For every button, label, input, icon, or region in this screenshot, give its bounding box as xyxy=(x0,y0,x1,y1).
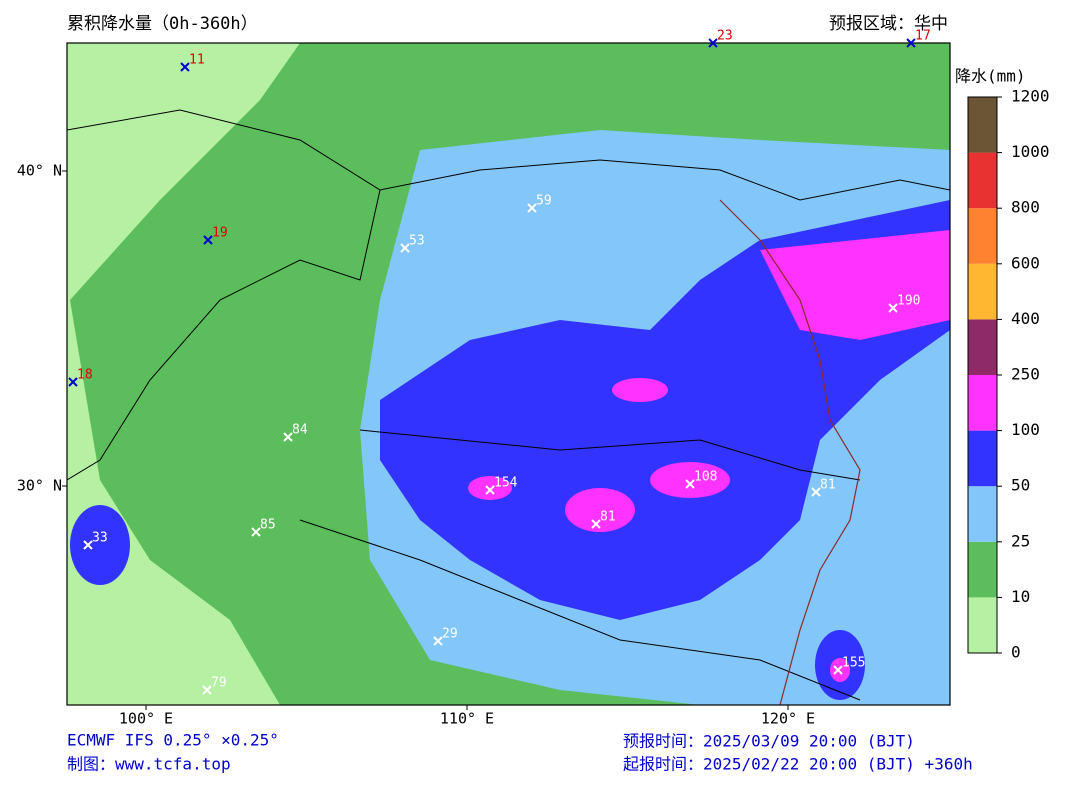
lat-label: 30° N xyxy=(17,477,62,495)
station-marker xyxy=(180,62,190,72)
colorbar-tick-label: 400 xyxy=(1011,309,1040,328)
colorbar-segment xyxy=(968,486,997,542)
lon-label: 100° E xyxy=(119,710,173,728)
colorbar-segment xyxy=(968,597,997,653)
colorbar-segment xyxy=(968,430,997,487)
station-marker xyxy=(906,38,916,48)
station-label: 33 xyxy=(92,531,108,546)
station-marker xyxy=(811,487,821,497)
station-label: 11 xyxy=(189,53,205,68)
station-marker xyxy=(203,235,213,245)
lon-label: 120° E xyxy=(761,710,815,728)
station-marker xyxy=(83,540,93,550)
station-marker xyxy=(527,203,537,213)
station-marker xyxy=(251,527,261,537)
station-marker xyxy=(888,303,898,313)
station-marker xyxy=(685,479,695,489)
map-frame xyxy=(66,42,951,706)
station-label: 190 xyxy=(897,294,920,309)
colorbar-label: 降水(mm) xyxy=(955,67,1026,86)
colorbar-tick-label: 100 xyxy=(1011,420,1040,439)
colorbar-tick-label: 10 xyxy=(1011,587,1030,606)
station-marker xyxy=(400,243,410,253)
station-label: 85 xyxy=(260,518,276,533)
station-label: 23 xyxy=(717,29,733,44)
station-marker xyxy=(202,685,212,695)
colorbar-tick-label: 0 xyxy=(1011,643,1021,662)
station-marker xyxy=(485,485,495,495)
lon-label: 110° E xyxy=(440,710,494,728)
colorbar-segment xyxy=(968,375,997,431)
colorbar-segment xyxy=(968,263,997,320)
init-time: 起报时间：2025/02/22 20:00 (BJT) +360h xyxy=(623,755,973,774)
colorbar-segment xyxy=(968,541,997,598)
station-label: 29 xyxy=(442,627,458,642)
colorbar-segment xyxy=(968,319,997,375)
colorbar-tick-label: 50 xyxy=(1011,476,1030,495)
colorbar-segment xyxy=(968,208,997,264)
station-label: 59 xyxy=(536,194,552,209)
colorbar-tick-label: 1200 xyxy=(1011,87,1050,106)
station-marker xyxy=(68,377,78,387)
precip-field xyxy=(67,43,950,705)
colorbar-segment xyxy=(968,152,997,209)
station-label: 79 xyxy=(211,676,227,691)
region: 预报区域：华中 xyxy=(829,14,948,34)
station-marker xyxy=(591,519,601,529)
valid-time: 预报时间：2025/03/09 20:00 (BJT) xyxy=(623,732,915,751)
station-label: 84 xyxy=(292,423,308,438)
station-label: 81 xyxy=(600,510,616,525)
station-label: 53 xyxy=(409,234,425,249)
station-marker xyxy=(833,665,843,675)
station-label: 81 xyxy=(820,478,836,493)
model-info: ECMWF IFS 0.25° ×0.25° xyxy=(67,731,279,750)
colorbar-tick-label: 25 xyxy=(1011,531,1030,550)
station-label: 108 xyxy=(694,470,717,485)
station-label: 17 xyxy=(915,29,931,44)
lat-label: 40° N xyxy=(17,162,62,180)
station-marker xyxy=(283,432,293,442)
station-label: 154 xyxy=(494,476,518,491)
colorbar-tick-label: 250 xyxy=(1011,365,1040,384)
station-marker xyxy=(708,38,718,48)
title: 累积降水量（0h-360h） xyxy=(67,14,258,34)
station-label: 155 xyxy=(842,656,865,671)
credit: 制图：www.tcfa.top xyxy=(67,755,231,774)
colorbar-segment xyxy=(968,97,997,153)
station-marker xyxy=(433,636,443,646)
station-label: 18 xyxy=(77,368,93,383)
colorbar-tick-label: 600 xyxy=(1011,253,1040,272)
colorbar-tick-label: 800 xyxy=(1011,198,1040,217)
colorbar-tick-label: 1000 xyxy=(1011,142,1050,161)
station-label: 19 xyxy=(212,226,228,241)
